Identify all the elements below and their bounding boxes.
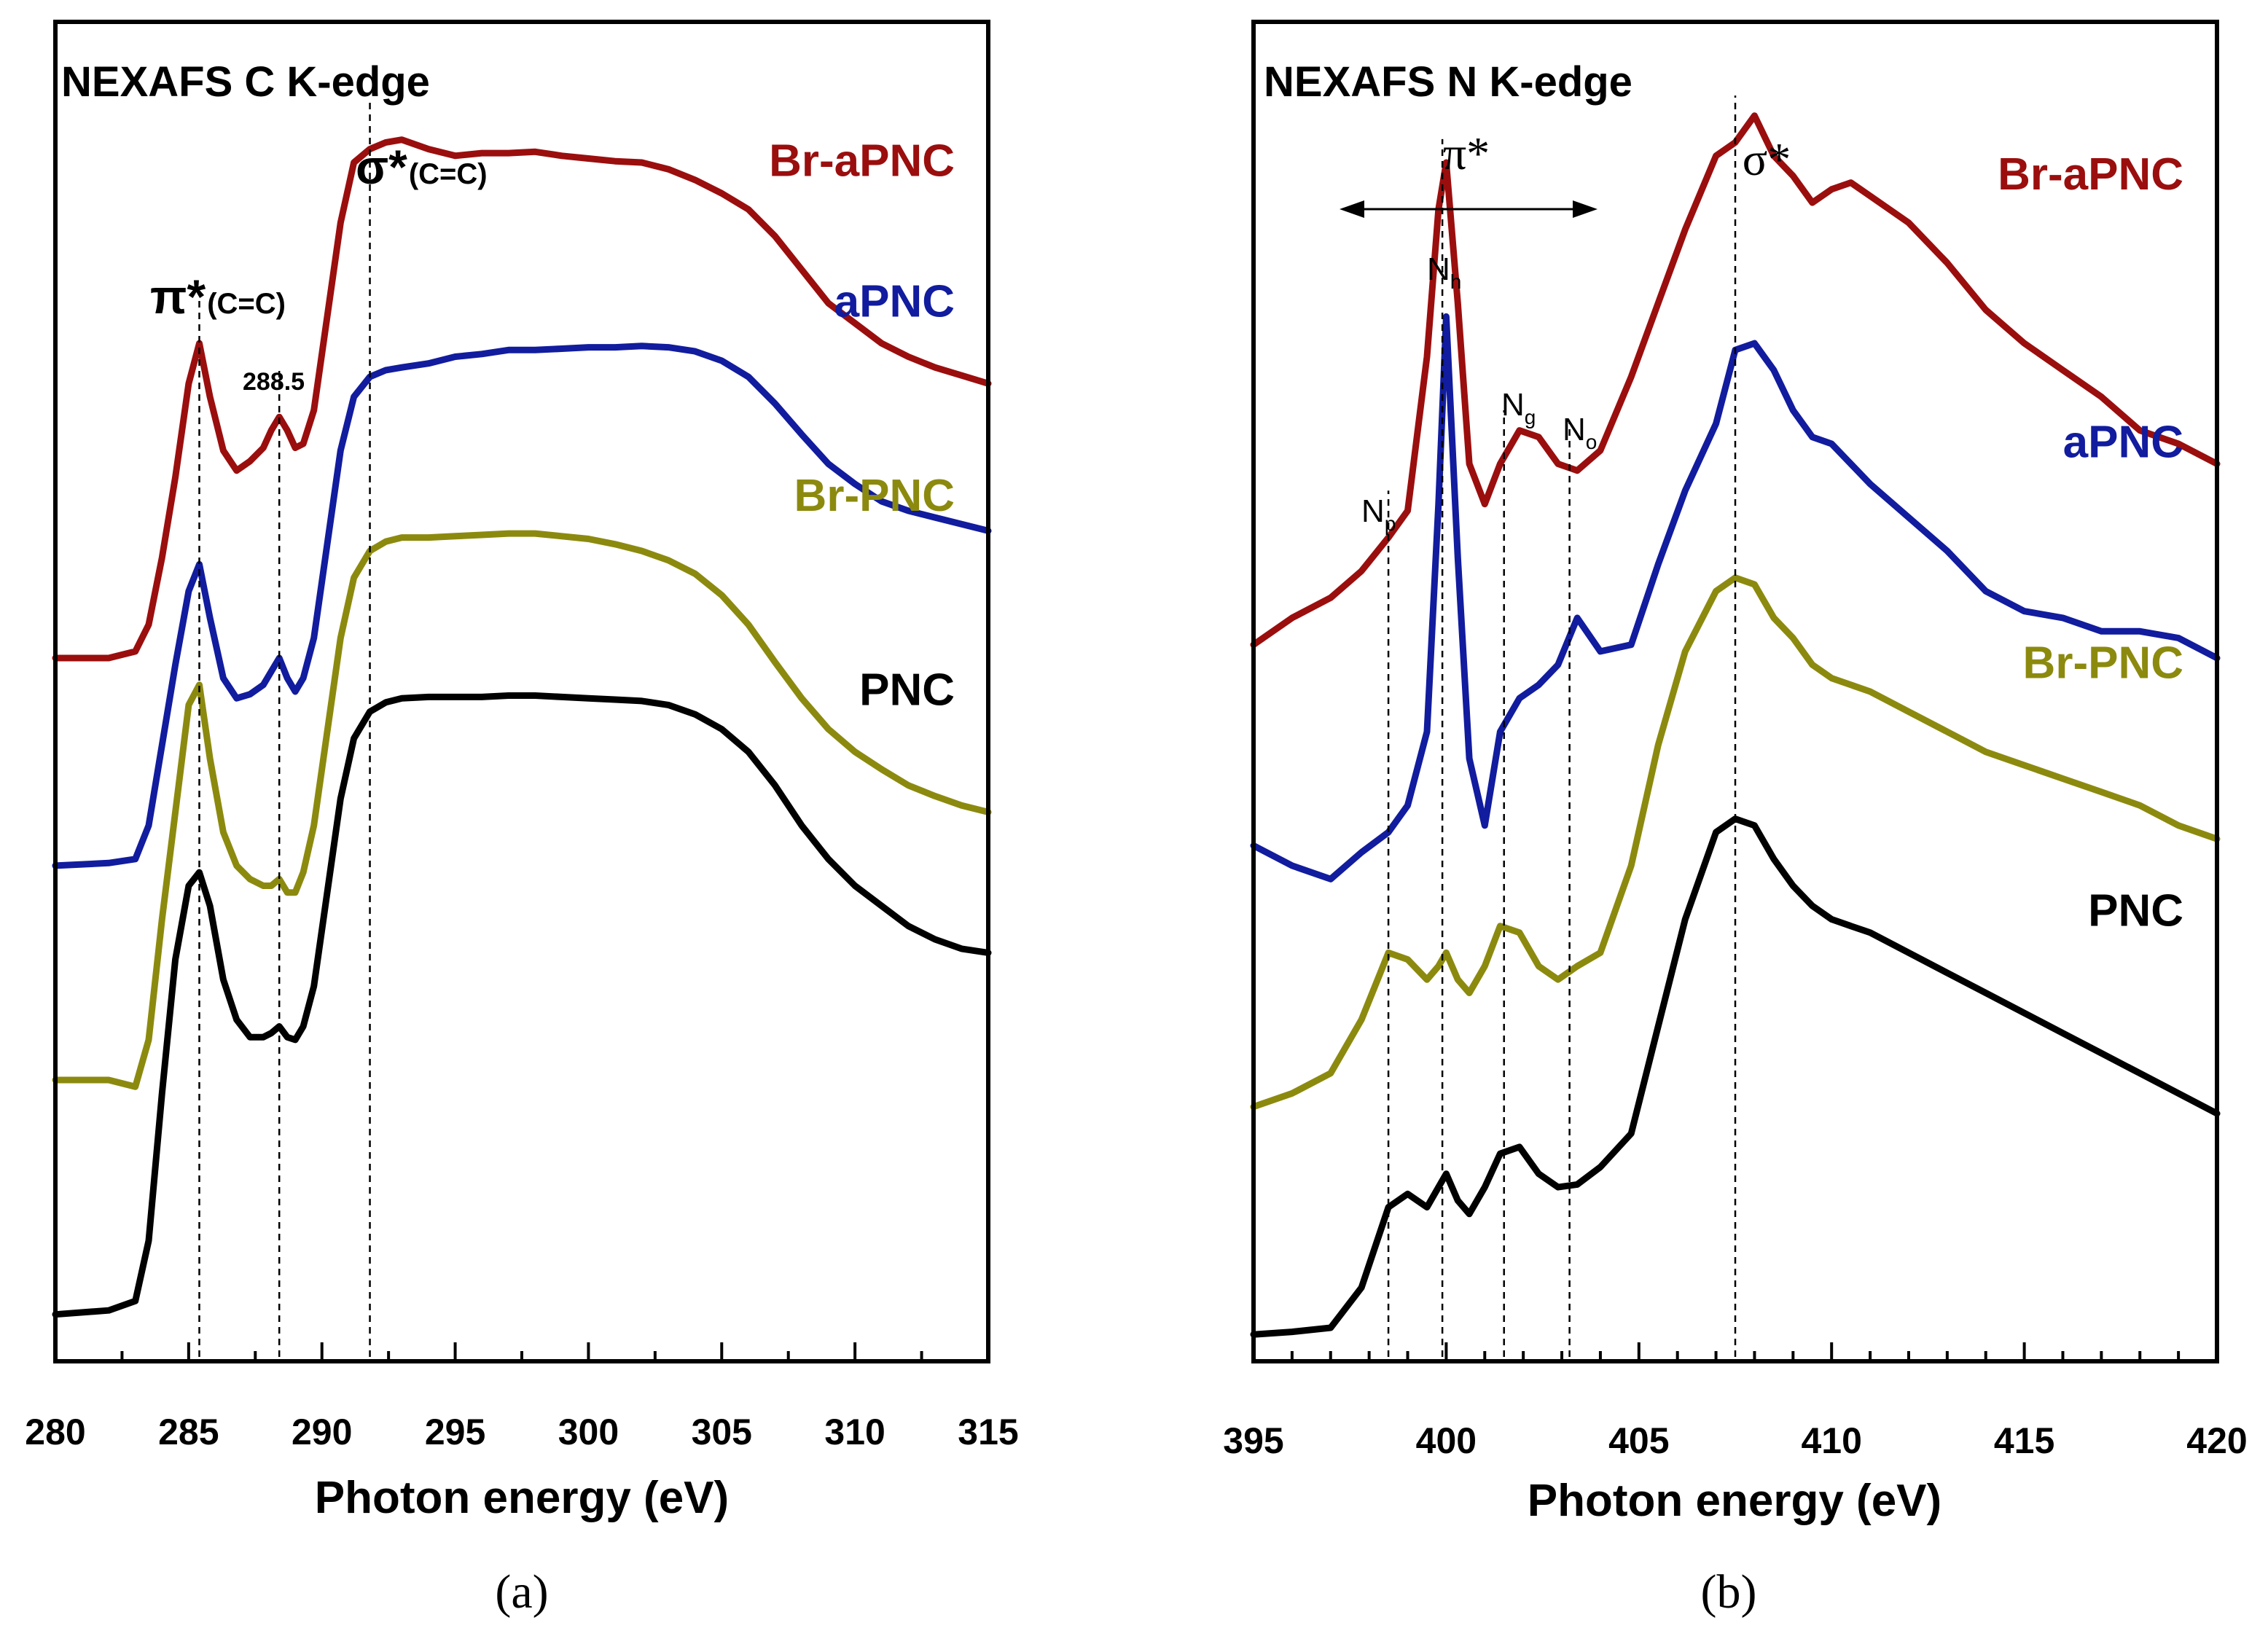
ng-peak-label: Ng — [1501, 387, 1536, 428]
np-peak-letter: N — [1361, 493, 1385, 529]
panel-a-tick-label-290: 290 — [292, 1412, 352, 1452]
np-peak-subscript: p — [1385, 512, 1396, 535]
panel-b-plot-frame — [1251, 20, 2219, 1363]
panel-b-x-ticks: 395 400 405 410 415 420 — [1223, 1342, 2248, 1461]
np-peak-label: Np — [1361, 493, 1396, 535]
pi-range-arrow — [1340, 200, 1598, 218]
panel-a-series-labels: Br-aPNC aPNC Br-PNC PNC — [769, 136, 955, 715]
panel-b-series-br-apnc — [1250, 112, 2221, 649]
pi-range-arrow-right-head — [1573, 200, 1598, 218]
panel-b-label-br-pnc: Br-PNC — [2023, 638, 2183, 689]
sigma-star-annotation: σ* — [1743, 133, 1791, 185]
panel-a-series-pnc — [52, 692, 992, 1318]
panel-a-x-ticks: 280 285 290 295 300 305 310 315 — [25, 1342, 1019, 1452]
panel-a-label-br-pnc: Br-PNC — [794, 471, 955, 521]
panel-b-label-br-apnc: Br-aPNC — [1998, 149, 2183, 200]
panel-a-title: NEXAFS C K-edge — [61, 58, 430, 106]
panel-a-tick-label-305: 305 — [692, 1412, 752, 1452]
panel-b-series-labels: Br-aPNC aPNC Br-PNC PNC — [1998, 149, 2183, 936]
panel-b-curves — [1250, 112, 2221, 1338]
panel-b-tick-label-405: 405 — [1608, 1420, 1669, 1461]
panel-a-caption: (a) — [495, 1565, 548, 1619]
pi-star-annotation: π* — [1443, 128, 1490, 179]
no-peak-label: No — [1563, 412, 1597, 453]
panel-b-series-pnc — [1250, 815, 2221, 1338]
nh-peak-subscript: h — [1450, 270, 1462, 293]
ng-peak-subscript: g — [1525, 406, 1536, 428]
panel-a-label-pnc: PNC — [859, 665, 955, 715]
panel-a: 280 285 290 295 300 305 310 315 NEXAFS C K-edge… — [25, 20, 1019, 1619]
sigma-cc-annotation: σ*(C=C) — [356, 140, 488, 194]
panel-b-tick-label-400: 400 — [1416, 1420, 1477, 1461]
panel-b-tick-label-415: 415 — [1994, 1420, 2054, 1461]
panel-b-label-apnc: aPNC — [2063, 417, 2183, 467]
pi-cc-symbol: π* — [150, 270, 206, 324]
panel-b-tick-label-395: 395 — [1223, 1420, 1283, 1461]
nh-peak-letter: N — [1427, 251, 1450, 287]
panel-b-caption: (b) — [1701, 1565, 1757, 1619]
panel-a-tick-label-300: 300 — [558, 1412, 619, 1452]
panel-a-series-br-apnc — [52, 136, 992, 662]
panel-a-tick-label-295: 295 — [425, 1412, 485, 1452]
panel-b-series-br-pnc — [1250, 574, 2221, 1111]
panel-b: 395 400 405 410 415 420 NEXAFS N K-edge π* σ*… — [1223, 20, 2248, 1619]
panel-a-reference-lines — [198, 102, 371, 1357]
panel-a-x-axis-label: Photon energy (eV) — [315, 1473, 729, 1523]
panel-b-x-axis-label: Photon energy (eV) — [1528, 1476, 1942, 1526]
panel-a-label-br-apnc: Br-aPNC — [769, 136, 955, 186]
panel-a-tick-label-285: 285 — [158, 1412, 219, 1452]
panel-b-reference-lines — [1387, 95, 1737, 1357]
panel-a-series-apnc — [52, 343, 992, 869]
peak-288-5-label: 288.5 — [243, 368, 305, 396]
no-peak-letter: N — [1563, 412, 1586, 447]
no-peak-subscript: o — [1586, 431, 1598, 453]
panel-a-tick-label-310: 310 — [824, 1412, 885, 1452]
panel-b-tick-label-410: 410 — [1801, 1420, 1861, 1461]
panel-b-title: NEXAFS N K-edge — [1264, 58, 1632, 106]
pi-cc-annotation: π*(C=C) — [150, 270, 286, 324]
pi-range-arrow-left-head — [1340, 200, 1364, 218]
panel-b-label-pnc: PNC — [2088, 886, 2183, 936]
panel-b-tick-label-420: 420 — [2186, 1420, 2247, 1461]
panel-a-tick-label-280: 280 — [25, 1412, 85, 1452]
sigma-cc-subscript: (C=C) — [409, 158, 488, 190]
panel-a-curves — [52, 136, 992, 1318]
panel-b-series-apnc — [1250, 313, 2221, 883]
pi-cc-subscript: (C=C) — [207, 288, 286, 320]
sigma-cc-symbol: σ* — [356, 140, 407, 194]
nh-peak-label: Nh — [1427, 251, 1461, 293]
ng-peak-letter: N — [1501, 387, 1525, 423]
panel-a-label-apnc: aPNC — [834, 276, 955, 326]
panel-a-series-br-pnc — [52, 530, 992, 1090]
panel-a-tick-label-315: 315 — [958, 1412, 1018, 1452]
